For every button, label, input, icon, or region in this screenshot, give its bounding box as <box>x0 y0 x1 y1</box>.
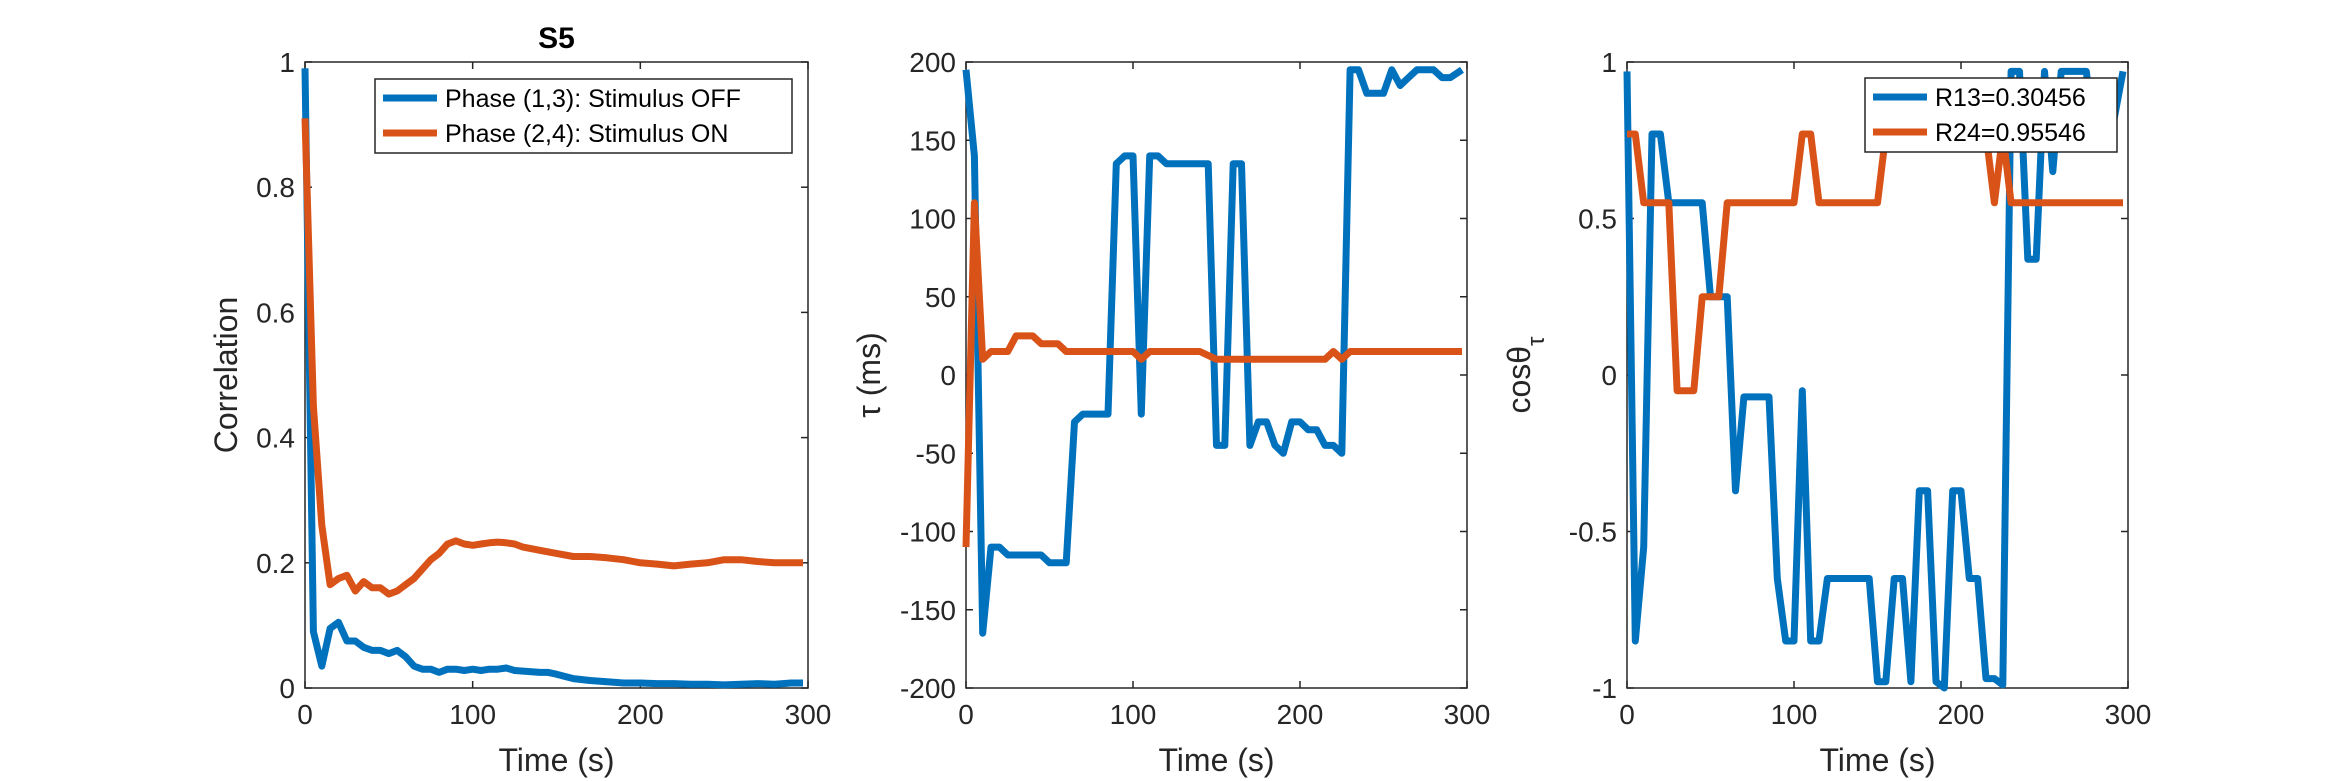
plot-area <box>304 61 809 689</box>
legend-label-1: Phase (1,3): Stimulus OFF <box>445 85 741 113</box>
x-axis-label: Time (s) <box>498 742 614 778</box>
y-tick-label: -0.5 <box>1569 517 1617 548</box>
legend-box <box>374 78 793 154</box>
series-line-2 <box>962 199 1462 548</box>
y-axis-label: Correlation <box>208 297 244 454</box>
y-axis-label-subscript: τ <box>1523 336 1550 346</box>
series-line-2 <box>1627 130 2123 395</box>
x-tick-label: 100 <box>449 699 496 730</box>
y-axis-label: cosθτ <box>1501 336 1550 414</box>
x-axis-label: Time (s) <box>1819 742 1935 778</box>
x-tick-label: 300 <box>2105 699 2152 730</box>
x-tick-label: 300 <box>785 699 832 730</box>
chart-title: S5 <box>538 22 575 55</box>
y-tick-label: 50 <box>925 282 956 313</box>
chart-1: 0 100 200 300 0 0.2 0.4 0.6 0.8 1 Time (s) Correlat… <box>208 22 831 778</box>
x-tick-label: 100 <box>1771 699 1818 730</box>
x-tick-label: 0 <box>1619 699 1635 730</box>
x-tick-label: 200 <box>1938 699 1985 730</box>
y-tick-label: 0.2 <box>256 548 295 579</box>
series-line-1 <box>1623 67 2127 692</box>
y-tick-label: -1 <box>1592 673 1617 704</box>
x-tick-label: 0 <box>958 699 974 730</box>
y-tick-label: 0.8 <box>256 172 295 203</box>
x-tick-label: 0 <box>297 699 313 730</box>
y-tick-label: 150 <box>909 125 956 156</box>
y-tick-label: -100 <box>900 517 956 548</box>
y-tick-label: 1 <box>279 47 295 78</box>
y-tick-label: 0 <box>940 360 956 391</box>
series-line-2 <box>301 118 803 598</box>
legend-label-1: R13=0.30456 <box>1935 84 2086 112</box>
y-tick-label: -200 <box>900 673 956 704</box>
y-tick-label: -50 <box>916 438 956 469</box>
y-axis-label: τ (ms) <box>851 332 887 418</box>
plot-area <box>1626 61 2129 689</box>
x-tick-label: 300 <box>1444 699 1491 730</box>
y-tick-label: -150 <box>900 595 956 626</box>
legend-label-2: R24=0.95546 <box>1935 119 2086 147</box>
y-tick-label: 200 <box>909 47 956 78</box>
x-tick-label: 100 <box>1110 699 1157 730</box>
y-tick-label: 100 <box>909 204 956 235</box>
x-tick-label: 200 <box>617 699 664 730</box>
chart-3: 0 100 200 300 -1 -0.5 0 0.5 1 Time (s) cosθτ R13=0.… <box>1501 47 2151 778</box>
series-line-1 <box>962 66 1464 637</box>
y-tick-label: 1 <box>1601 47 1617 78</box>
y-tick-label: 0.4 <box>256 423 295 454</box>
y-tick-label: 0.5 <box>1578 204 1617 235</box>
x-tick-label: 200 <box>1277 699 1324 730</box>
series-line-1 <box>301 68 803 689</box>
legend-label-2: Phase (2,4): Stimulus ON <box>445 120 728 148</box>
y-tick-label: 0 <box>1601 360 1617 391</box>
x-axis-label: Time (s) <box>1158 742 1274 778</box>
y-tick-label: 0 <box>279 673 295 704</box>
y-tick-label: 0.6 <box>256 297 295 328</box>
chart-2: 0 100 200 300-200-150-100-50050100150200Tim… <box>851 47 1490 778</box>
legend-box <box>1864 77 2118 153</box>
